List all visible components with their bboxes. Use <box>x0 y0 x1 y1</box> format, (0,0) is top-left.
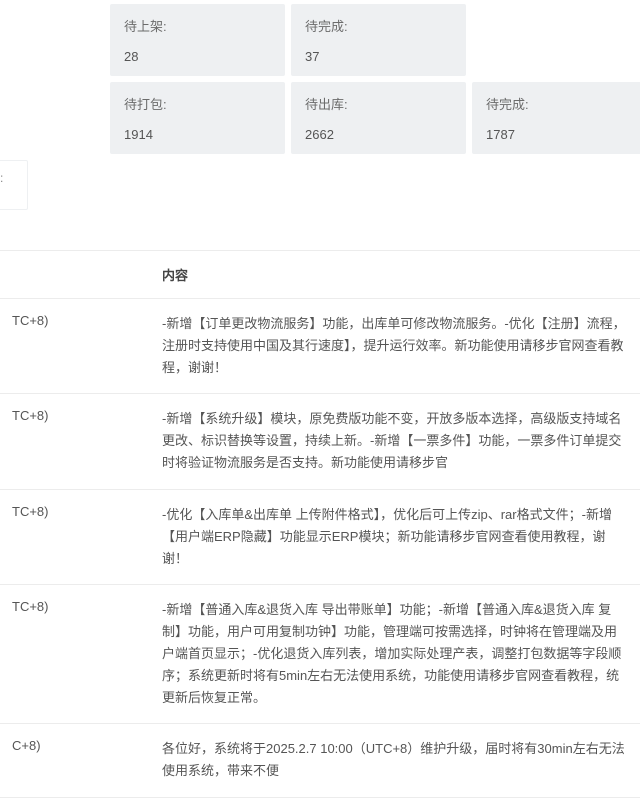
table-header-row: 内容 <box>0 251 640 299</box>
table-row[interactable]: TC+8) -优化【入库单&出库单 上传附件格式】，优化后可上传zip、rar格… <box>0 489 640 584</box>
stat-value: 28 <box>124 49 271 64</box>
table-row[interactable]: TC+8) -新增【系统升级】模块，原免费版功能不变，开放多版本选择，高级版支持… <box>0 394 640 489</box>
table-row[interactable]: TC+8) -新增【普通入库&退货入库 导出带账单】功能；-新增【普通入库&退货… <box>0 584 640 723</box>
cell-time: TC+8) <box>0 299 150 394</box>
stat-card-pending-outbound[interactable]: 待出库: 2662 <box>291 82 466 154</box>
cell-content: -优化【入库单&出库单 上传附件格式】，优化后可上传zip、rar格式文件；-新… <box>150 489 640 584</box>
cell-time: TC+8) <box>0 584 150 723</box>
cell-time: TC+8) <box>0 489 150 584</box>
stat-value: 2662 <box>305 127 452 142</box>
stat-label: 待上架: <box>124 16 271 35</box>
stat-card-pending-pack[interactable]: 待打包: 1914 <box>110 82 285 154</box>
stat-row-1: 待上架: 28 待完成: 37 <box>0 4 640 76</box>
stat-label: 待打包: <box>124 94 271 113</box>
stat-card-pending-shelve[interactable]: 待上架: 28 <box>110 4 285 76</box>
col-header-content: 内容 <box>150 251 640 299</box>
cell-content: 各位好，系统将于2025.2.7 10:00（UTC+8）维护升级，届时将有30… <box>150 724 640 797</box>
stats-region: 待上架: 28 待完成: 37 待打包: 1914 待出库: 2662 待完成:… <box>0 0 640 154</box>
cell-content: -新增【普通入库&退货入库 导出带账单】功能；-新增【普通入库&退货入库 复制】… <box>150 584 640 723</box>
stat-card-pending-complete-b[interactable]: 待完成: 1787 <box>472 82 640 154</box>
table-row[interactable]: TC+8) -新增【订单更改物流服务】功能，出库单可修改物流服务。-优化【注册】… <box>0 299 640 394</box>
stat-label: 待完成: <box>486 94 633 113</box>
cell-content: -新增【订单更改物流服务】功能，出库单可修改物流服务。-优化【注册】流程，注册时… <box>150 299 640 394</box>
stat-label: 待出库: <box>305 94 452 113</box>
stat-value: 37 <box>305 49 452 64</box>
cell-time: TC+8) <box>0 394 150 489</box>
cell-time: C+8) <box>0 724 150 797</box>
stat-label: 待完成: <box>305 16 452 35</box>
col-header-time <box>0 251 150 299</box>
stat-value: 1914 <box>124 127 271 142</box>
table-row[interactable]: C+8) 各位好，系统将于2025.2.7 10:00（UTC+8）维护升级，届… <box>0 724 640 797</box>
stat-card-pending-complete-a[interactable]: 待完成: 37 <box>291 4 466 76</box>
stat-row-2: 待打包: 1914 待出库: 2662 待完成: 1787 <box>0 82 640 154</box>
side-fragment: : <box>0 160 28 210</box>
announcement-table: 内容 TC+8) -新增【订单更改物流服务】功能，出库单可修改物流服务。-优化【… <box>0 250 640 798</box>
spacer <box>0 210 640 250</box>
cell-content: -新增【系统升级】模块，原免费版功能不变，开放多版本选择，高级版支持域名更改、标… <box>150 394 640 489</box>
stat-value: 1787 <box>486 127 633 142</box>
